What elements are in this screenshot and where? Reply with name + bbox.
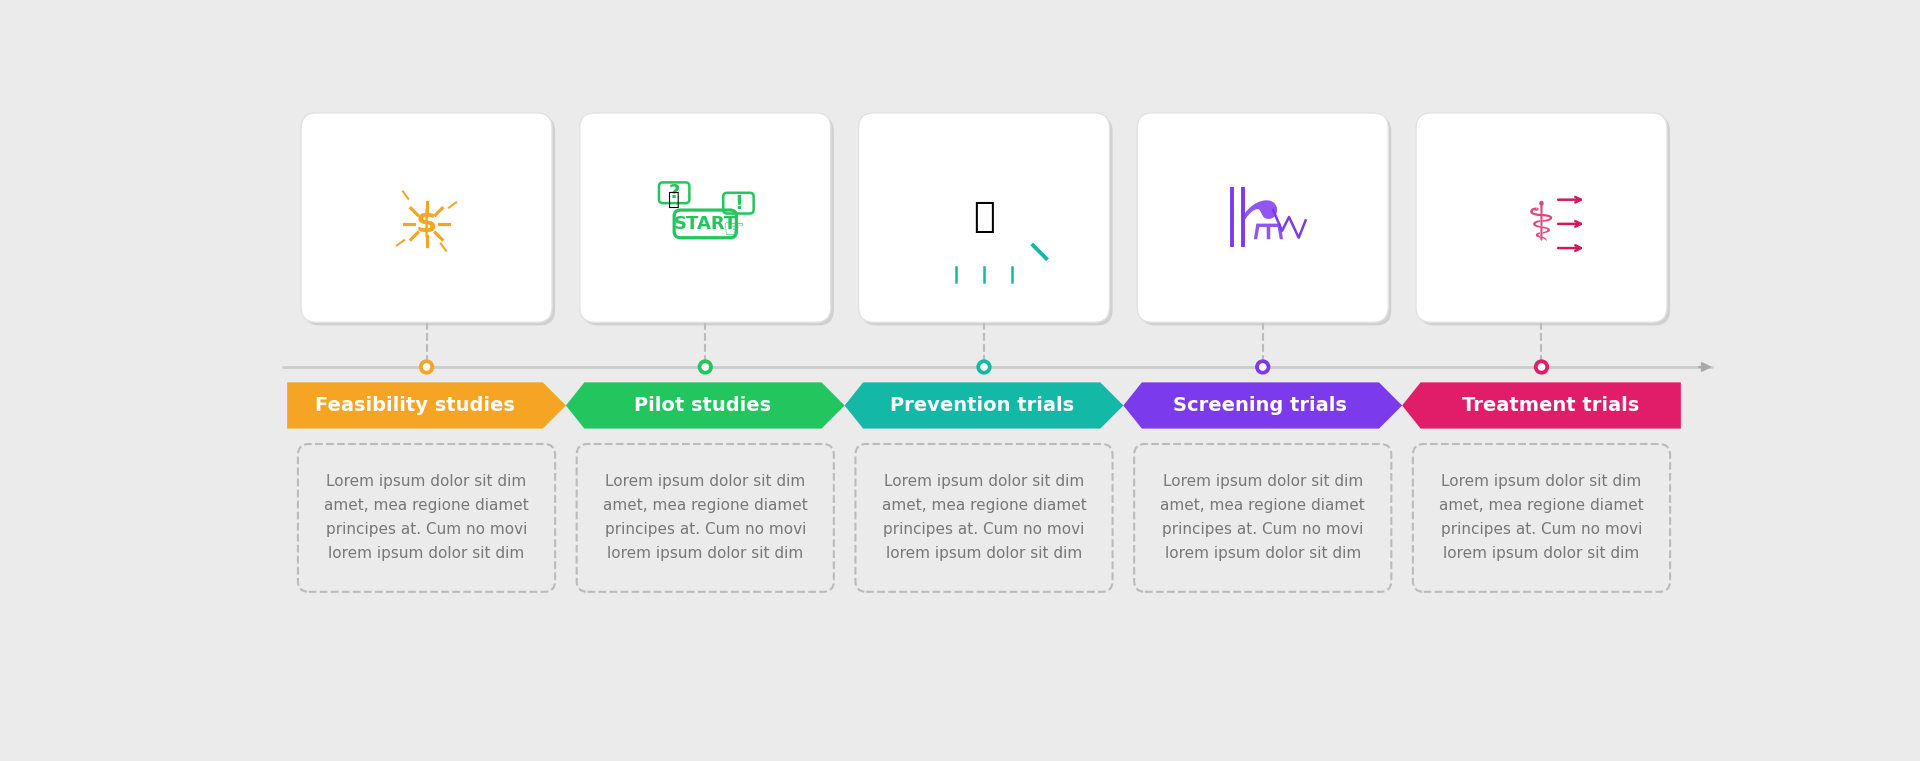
FancyBboxPatch shape (301, 113, 553, 323)
Text: Lorem ipsum dolor sit dim
amet, mea regione diamet
principes at. Cum no movi
lor: Lorem ipsum dolor sit dim amet, mea regi… (1440, 474, 1644, 562)
Text: Lorem ipsum dolor sit dim
amet, mea regione diamet
principes at. Cum no movi
lor: Lorem ipsum dolor sit dim amet, mea regi… (881, 474, 1087, 562)
Text: Lorem ipsum dolor sit dim
amet, mea regione diamet
principes at. Cum no movi
lor: Lorem ipsum dolor sit dim amet, mea regi… (1160, 474, 1365, 562)
Polygon shape (288, 382, 566, 428)
Circle shape (977, 360, 991, 374)
Polygon shape (845, 382, 1123, 428)
FancyBboxPatch shape (862, 116, 1112, 326)
Text: Lorem ipsum dolor sit dim
amet, mea regione diamet
principes at. Cum no movi
lor: Lorem ipsum dolor sit dim amet, mea regi… (603, 474, 808, 562)
Polygon shape (1402, 382, 1680, 428)
Text: Screening trials: Screening trials (1173, 396, 1348, 415)
Text: !: ! (733, 193, 743, 212)
Circle shape (1538, 364, 1544, 370)
FancyBboxPatch shape (1419, 116, 1670, 326)
Text: ☞: ☞ (724, 219, 745, 243)
FancyBboxPatch shape (858, 113, 1110, 323)
Circle shape (1256, 360, 1269, 374)
Circle shape (424, 364, 430, 370)
Text: 👁: 👁 (973, 200, 995, 234)
Text: ?: ? (668, 183, 680, 202)
Circle shape (699, 360, 712, 374)
Text: ⚗: ⚗ (1238, 198, 1286, 250)
FancyBboxPatch shape (1140, 116, 1392, 326)
Text: START: START (674, 215, 737, 233)
FancyBboxPatch shape (580, 113, 831, 323)
Circle shape (1260, 364, 1265, 370)
Polygon shape (566, 382, 845, 428)
Text: $: $ (417, 209, 438, 238)
FancyBboxPatch shape (584, 116, 833, 326)
Text: Feasibility studies: Feasibility studies (315, 396, 515, 415)
Circle shape (703, 364, 708, 370)
Text: Pilot studies: Pilot studies (634, 396, 772, 415)
FancyBboxPatch shape (1415, 113, 1667, 323)
Text: Treatment trials: Treatment trials (1463, 396, 1640, 415)
Text: 🔑: 🔑 (668, 190, 680, 209)
Text: Lorem ipsum dolor sit dim
amet, mea regione diamet
principes at. Cum no movi
lor: Lorem ipsum dolor sit dim amet, mea regi… (324, 474, 528, 562)
Polygon shape (1123, 382, 1402, 428)
Text: Prevention trials: Prevention trials (889, 396, 1073, 415)
Text: ⚕: ⚕ (1526, 198, 1555, 250)
FancyBboxPatch shape (303, 116, 555, 326)
FancyBboxPatch shape (1137, 113, 1388, 323)
Circle shape (1534, 360, 1548, 374)
Circle shape (981, 364, 987, 370)
Circle shape (420, 360, 434, 374)
